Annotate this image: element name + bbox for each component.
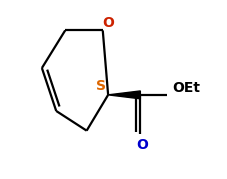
Text: OEt: OEt — [173, 81, 201, 95]
Text: S: S — [96, 79, 106, 93]
Text: O: O — [102, 16, 114, 30]
Polygon shape — [108, 91, 140, 99]
Text: O: O — [136, 138, 148, 152]
